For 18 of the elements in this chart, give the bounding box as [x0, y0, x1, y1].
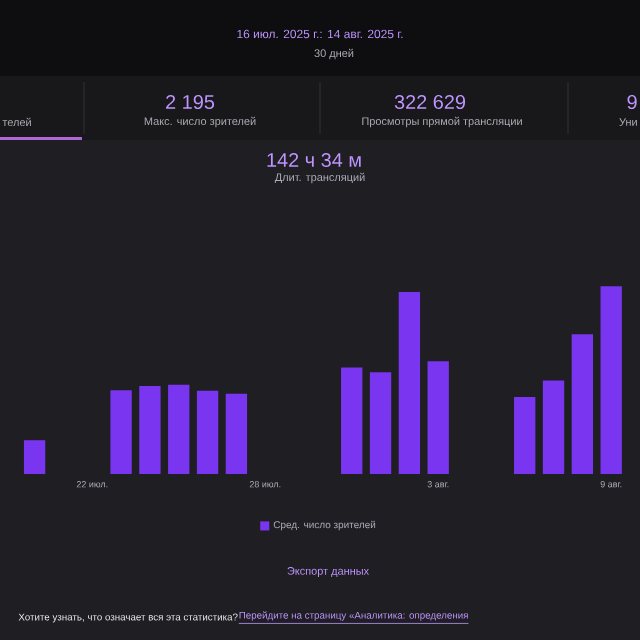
- bar: [427, 361, 449, 474]
- bar: [168, 384, 190, 474]
- bar: [600, 286, 622, 474]
- bar: [196, 390, 219, 474]
- bar: [139, 385, 161, 474]
- bar: [542, 380, 565, 474]
- text: 2 195: [166, 94, 215, 110]
- bar: [110, 390, 132, 474]
- text: 322 629: [394, 94, 466, 110]
- bar: [571, 334, 594, 474]
- bar: [225, 393, 248, 474]
- bar: [398, 291, 421, 474]
- bar: [514, 397, 536, 474]
- text: 142 ч 34 м: [267, 152, 361, 168]
- bar: [23, 440, 46, 474]
- text: 9: [627, 94, 637, 110]
- bar: [341, 367, 363, 474]
- bar: [369, 372, 392, 474]
